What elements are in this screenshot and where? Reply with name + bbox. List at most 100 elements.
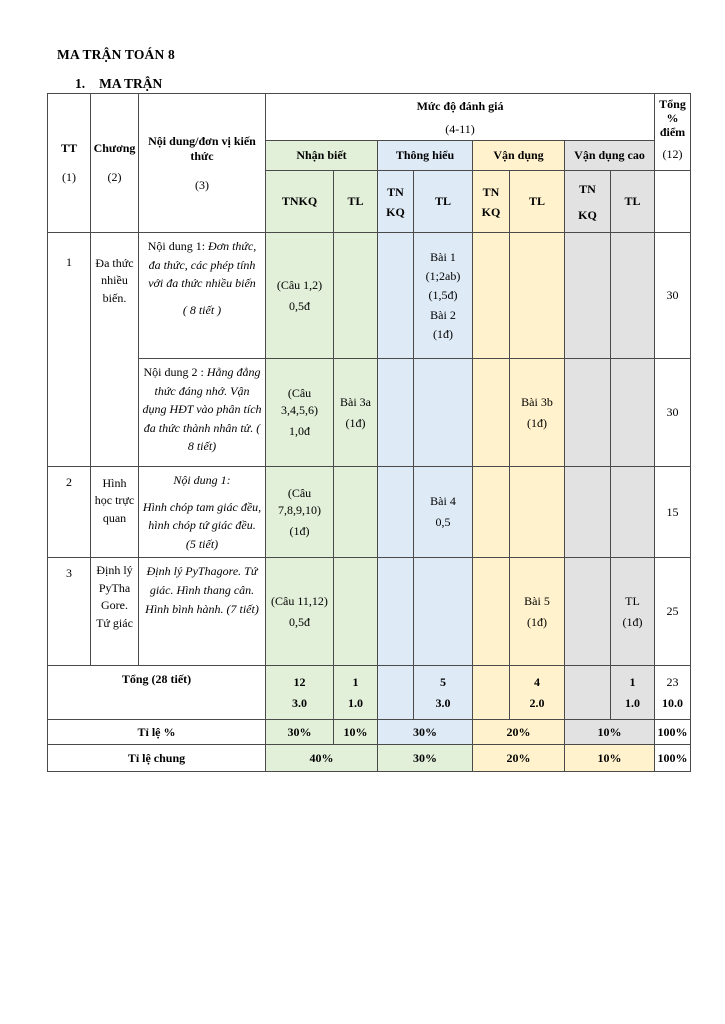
header-vd-tn: TN <box>482 184 500 199</box>
r2-nb-tnkq-line: 1,0đ <box>289 423 310 438</box>
header-mucdo-label: Mức độ đánh giá <box>416 99 504 113</box>
cell-tile-tong: 100% <box>654 719 692 746</box>
cell-r3-vdc-tl <box>609 465 656 559</box>
r1-nb-tnkq-line: 0,5đ <box>289 298 310 313</box>
section-label: MA TRẬN <box>99 76 163 91</box>
header-vd-tl: TL <box>509 170 565 233</box>
r1-th-tl-line: (1đ) <box>433 326 453 341</box>
r3-th-tl-line: Bài 4 <box>430 494 456 509</box>
header-vdc-tnkq: TN KQ <box>564 170 611 233</box>
tong-total-point: 10.0 <box>662 695 684 710</box>
header-tt-label: TT <box>60 141 77 155</box>
tong-nb-tl-count: 1 <box>352 675 359 690</box>
cell-r4-tong: 25 <box>654 557 692 667</box>
header-vdc-tn: TN <box>579 181 596 196</box>
r2-nb-tl-line: Bài 3a <box>340 394 371 409</box>
cell-tilechung-th: 30% <box>377 744 473 773</box>
header-th-kq: KQ <box>386 204 405 219</box>
r1-th-tl-line: Bài 2 <box>430 307 456 322</box>
header-nb-tnkq: TNKQ <box>265 170 334 233</box>
cell-r3-th-tnkq <box>377 465 414 559</box>
cell-r4-nb-tl <box>333 557 378 667</box>
cell-tong-label: Tổng (28 tiết) <box>47 665 266 721</box>
cell-r1-vd-tnkq <box>472 232 510 359</box>
tong-vdc-tl-count: 1 <box>629 675 636 690</box>
cell-tile-vdc: 10% <box>563 719 656 746</box>
r4-vdc-tl-line: TL <box>625 594 640 609</box>
cell-tong-vd-tnkq <box>472 665 510 721</box>
cell-tong-vdc-tnkq <box>564 665 611 721</box>
r2-nb-tnkq-line: (Câu 3,4,5,6) <box>281 386 318 418</box>
cell-tong-vdc-tl: 1 1.0 <box>609 665 656 721</box>
r1-th-tl-line: (1;2ab) <box>425 269 461 284</box>
header-chuong-label: Chương <box>93 141 136 155</box>
cell-r2-th-tl <box>413 358 473 467</box>
cell-r3-vdc-tnkq <box>564 465 611 559</box>
cell-tt-3: 3 <box>47 557 91 667</box>
header-level-nhanbiet: Nhận biết <box>265 140 378 171</box>
cell-noidung-1-2: Nội dung 2 : Hằng đẳng thức đáng nhớ. Vậ… <box>138 358 266 467</box>
cell-r2-nb-tnkq: (Câu 3,4,5,6) 1,0đ <box>265 358 334 467</box>
cell-tt-2: 2 <box>47 465 91 559</box>
header-mucdo-number: (4-11) <box>445 122 475 136</box>
cell-noidung-1-1: Nội dung 1: Đơn thức, đa thức, các phép … <box>138 232 266 359</box>
tong-nb-tl-point: 1.0 <box>348 695 363 710</box>
tong-nb-tnkq-point: 3.0 <box>292 695 307 710</box>
cell-r1-th-tl: Bài 1 (1;2ab) (1,5đ) Bài 2 (1đ) <box>413 232 473 359</box>
header-level-vandung: Vận dụng <box>472 140 565 171</box>
doc-title: MA TRẬN TOÁN 8 <box>57 47 175 62</box>
tong-vd-tl-point: 2.0 <box>529 695 545 710</box>
r3-nb-tnkq-line: (Câu 7,8,9,10) <box>278 485 321 517</box>
noidung-1-1-label: Nội dung 1: <box>147 239 209 253</box>
cell-r4-th-tnkq <box>377 557 414 667</box>
cell-r4-nb-tnkq: (Câu 11,12) 0,5đ <box>265 557 334 667</box>
section-heading: 1. MA TRẬN <box>75 76 162 92</box>
cell-tilechung-tong: 100% <box>654 744 692 773</box>
cell-r2-vd-tl: Bài 3b (1đ) <box>509 358 565 467</box>
header-tt-number: (1) <box>62 170 76 184</box>
cell-tile-nb-tnkq: 30% <box>265 719 334 746</box>
section-number: 1. <box>75 76 86 91</box>
matrix-table: TT (1) Chương (2) Nội dung/đơn vị kiến t… <box>47 93 692 773</box>
r2-nb-tl-line: (1đ) <box>345 415 366 430</box>
cell-r1-vd-tl <box>509 232 565 359</box>
cell-r1-nb-tl <box>333 232 378 359</box>
header-chuong-number: (2) <box>107 170 122 184</box>
cell-noidung-3-1: Định lý PyThagore. Tứ giác. Hình thang c… <box>138 557 266 667</box>
cell-tong-vd-tl: 4 2.0 <box>509 665 565 721</box>
tong-th-tl-point: 3.0 <box>435 695 451 710</box>
cell-r4-vd-tl: Bài 5 (1đ) <box>509 557 565 667</box>
cell-tt-1: 1 <box>47 232 91 467</box>
r4-nb-tnkq-line: (Câu 11,12) <box>271 594 328 609</box>
tong-vdc-tl-point: 1.0 <box>625 695 640 710</box>
cell-tilechung-vd: 20% <box>472 744 565 773</box>
cell-tile-label: Tỉ lệ % <box>47 719 266 746</box>
header-level-vandungcao: Vận dụng cao <box>563 140 656 171</box>
header-vd-tnkq: TN KQ <box>472 170 510 233</box>
r4-vd-tl-line: Bài 5 <box>524 594 550 609</box>
tong-total-count: 23 <box>666 675 679 690</box>
cell-tong-nb-tnkq: 12 3.0 <box>265 665 334 721</box>
noidung-3-1-desc: Định lý PyThagore. Tứ giác. Hình thang c… <box>145 564 259 616</box>
cell-r3-nb-tnkq: (Câu 7,8,9,10) (1đ) <box>265 465 334 559</box>
cell-r1-vdc-tl <box>609 232 656 359</box>
r3-th-tl-line: 0,5 <box>435 515 451 530</box>
header-tongdiem-number: (12) <box>662 147 683 162</box>
cell-tile-vd: 20% <box>472 719 565 746</box>
r1-th-tl-line: (1,5đ) <box>428 288 458 303</box>
cell-tilechung-vdc: 10% <box>563 744 656 773</box>
r1-th-tl-line: Bài 1 <box>430 250 456 265</box>
cell-r2-th-tnkq <box>377 358 414 467</box>
noidung-1-1-tiet: ( 8 tiết ) <box>182 302 222 317</box>
tong-th-tl-count: 5 <box>440 675 446 690</box>
cell-tong-th-tnkq <box>377 665 414 721</box>
header-th-tl: TL <box>413 170 473 233</box>
header-vdc-kq: KQ <box>578 207 597 222</box>
header-th-tnkq: TN KQ <box>377 170 414 233</box>
cell-r1-nb-tnkq: (Câu 1,2) 0,5đ <box>265 232 334 359</box>
cell-r3-vd-tl <box>509 465 565 559</box>
header-tongdiem-label: Tổng % điểm <box>659 97 686 139</box>
tong-nb-tnkq-count: 12 <box>293 675 306 690</box>
cell-r2-nb-tl: Bài 3a (1đ) <box>333 358 378 467</box>
